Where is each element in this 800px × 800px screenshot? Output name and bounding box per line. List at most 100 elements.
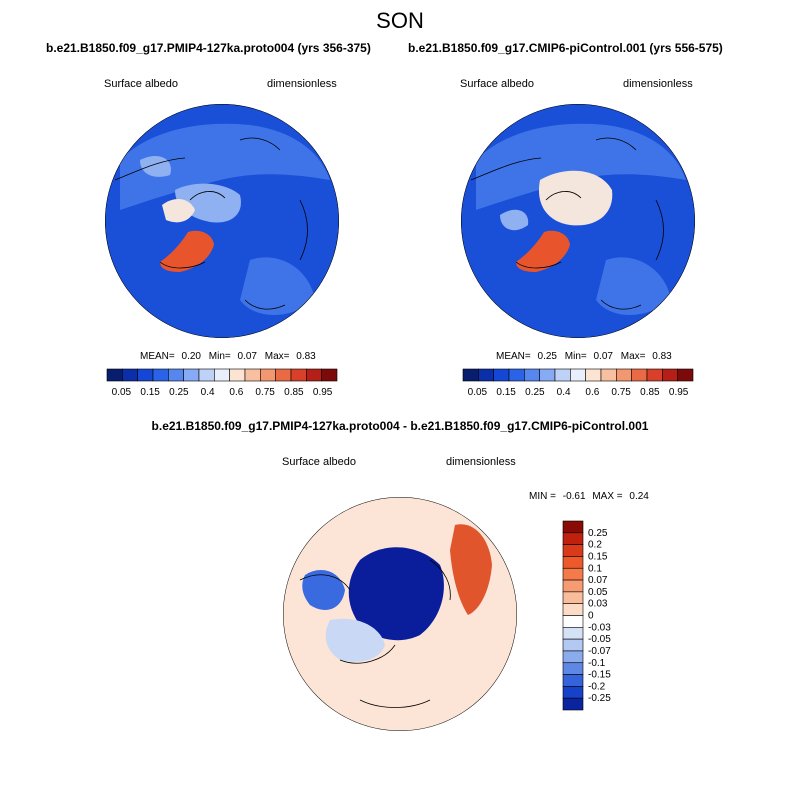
colorbar-tick-label: 0.15 — [496, 387, 516, 398]
colorbar-swatch — [168, 368, 184, 382]
colorbar-swatch — [214, 368, 230, 382]
colorbar-swatch — [677, 368, 694, 382]
colorbar-tick-label: 0.25 — [169, 387, 189, 398]
right-panel-stats: MEAN= 0.25 Min= 0.07 Max= 0.83 — [496, 351, 672, 362]
colorbar-swatch — [198, 368, 215, 382]
colorbar-swatch — [562, 567, 584, 581]
colorbar-tick-label: -0.07 — [588, 646, 611, 657]
max-value: 0.83 — [652, 351, 672, 362]
colorbar-swatch — [616, 368, 632, 382]
colorbar-tick-label: 0.95 — [313, 387, 333, 398]
colorbar-tick-label: 0.6 — [585, 387, 599, 398]
right-panel-variable: Surface albedo — [460, 78, 534, 90]
colorbar-swatch — [275, 368, 292, 382]
colorbar-tick-label: -0.25 — [588, 693, 611, 704]
colorbar-swatch — [646, 368, 663, 382]
difference-polar-map — [283, 497, 517, 731]
colorbar-tick-label: 0.15 — [140, 387, 160, 398]
colorbar-swatch — [152, 368, 169, 382]
colorbar-swatch — [244, 368, 261, 382]
diff-panel-case-title: b.e21.B1850.f09_g17.PMIP4-127ka.proto004… — [151, 419, 649, 433]
colorbar-tick-label: 0.1 — [588, 563, 602, 574]
colorbar-tick-label: 0 — [588, 611, 594, 622]
left-polar-map — [105, 104, 339, 338]
colorbar-tick-label: 0.05 — [468, 387, 488, 398]
min-value: 0.07 — [593, 351, 613, 362]
colorbar-swatch — [122, 368, 138, 382]
colorbar-swatch — [493, 368, 510, 382]
min-value: 0.07 — [237, 351, 257, 362]
colorbar-tick-label: 0.07 — [588, 575, 608, 586]
colorbar-tick-label: 0.75 — [611, 387, 631, 398]
mean-label: MEAN= — [496, 351, 531, 362]
diff-panel-variable: Surface albedo — [282, 456, 356, 468]
colorbar-swatch — [106, 368, 123, 382]
colorbar-tick-label: 0.75 — [255, 387, 275, 398]
colorbar-swatch — [562, 686, 584, 699]
colorbar-swatch — [585, 368, 602, 382]
mean-value: 0.20 — [181, 351, 201, 362]
colorbar-tick-label: 0.85 — [640, 387, 660, 398]
colorbar-swatch — [306, 368, 322, 382]
left-colorbar: 0.05 0.15 0.25 0.4 0.6 0.75 0.85 0.95 — [106, 368, 338, 398]
max-label: Max= — [620, 351, 646, 362]
max-label: Max= — [264, 351, 290, 362]
colorbar-swatch — [562, 638, 584, 652]
colorbar-swatch — [562, 556, 584, 569]
colorbar-tick-label: 0.03 — [588, 599, 608, 610]
min-label: Min= — [564, 351, 587, 362]
colorbar-swatch — [478, 368, 494, 382]
colorbar-swatch — [508, 368, 525, 382]
colorbar-swatch — [562, 697, 584, 711]
colorbar-tick-label: -0.15 — [588, 670, 611, 681]
left-panel-case-title: b.e21.B1850.f09_g17.PMIP4-127ka.proto004… — [46, 41, 371, 55]
min-label: Min= — [208, 351, 231, 362]
right-panel-case-title: b.e21.B1850.f09_g17.CMIP6-piControl.001 … — [408, 41, 723, 55]
colorbar-swatch — [562, 615, 584, 628]
colorbar-swatch — [554, 368, 571, 382]
colorbar-swatch — [562, 520, 584, 534]
diff-min-value: -0.61 — [562, 491, 586, 502]
colorbar-tick-label: -0.1 — [588, 658, 606, 669]
right-colorbar: 0.05 0.15 0.25 0.4 0.6 0.75 0.85 0.95 — [462, 368, 694, 398]
diff-min-label: MIN = — [529, 491, 556, 502]
colorbar-swatch — [137, 368, 154, 382]
colorbar-tick-label: 0.05 — [112, 387, 132, 398]
right-panel-units: dimensionless — [623, 78, 693, 90]
colorbar-swatch — [562, 627, 584, 640]
diff-max-label: MAX = — [592, 491, 623, 502]
right-polar-map — [461, 104, 695, 338]
colorbar-swatch — [562, 591, 584, 604]
max-value: 0.83 — [296, 351, 316, 362]
colorbar-swatch — [562, 532, 584, 545]
colorbar-tick-label: 0.25 — [525, 387, 545, 398]
colorbar-swatch — [562, 650, 584, 664]
colorbar-swatch — [562, 544, 584, 557]
left-panel-stats: MEAN= 0.20 Min= 0.07 Max= 0.83 — [140, 351, 316, 362]
colorbar-tick-label: -0.03 — [588, 622, 611, 633]
mean-label: MEAN= — [140, 351, 175, 362]
colorbar-swatch — [631, 368, 648, 382]
colorbar-swatch — [600, 368, 617, 382]
diff-max-value: 0.24 — [629, 491, 649, 502]
left-panel-units: dimensionless — [267, 78, 337, 90]
colorbar-tick-label: -0.2 — [588, 681, 606, 692]
left-panel-variable: Surface albedo — [104, 78, 178, 90]
colorbar-tick-label: 0.15 — [588, 551, 608, 562]
colorbar-tick-label: 0.6 — [229, 387, 243, 398]
colorbar-swatch — [524, 368, 540, 382]
colorbar-swatch — [321, 368, 338, 382]
colorbar-swatch — [183, 368, 200, 382]
colorbar-tick-label: 0.05 — [588, 587, 608, 598]
diff-panel-units: dimensionless — [446, 456, 516, 468]
colorbar-tick-label: 0.2 — [588, 540, 602, 551]
colorbar-tick-label: -0.05 — [588, 634, 611, 645]
colorbar-tick-label: 0.85 — [284, 387, 304, 398]
colorbar-swatch — [260, 368, 276, 382]
colorbar-swatch — [462, 368, 479, 382]
colorbar-swatch — [562, 674, 584, 687]
colorbar-swatch — [662, 368, 678, 382]
colorbar-swatch — [290, 368, 307, 382]
colorbar-swatch — [229, 368, 246, 382]
